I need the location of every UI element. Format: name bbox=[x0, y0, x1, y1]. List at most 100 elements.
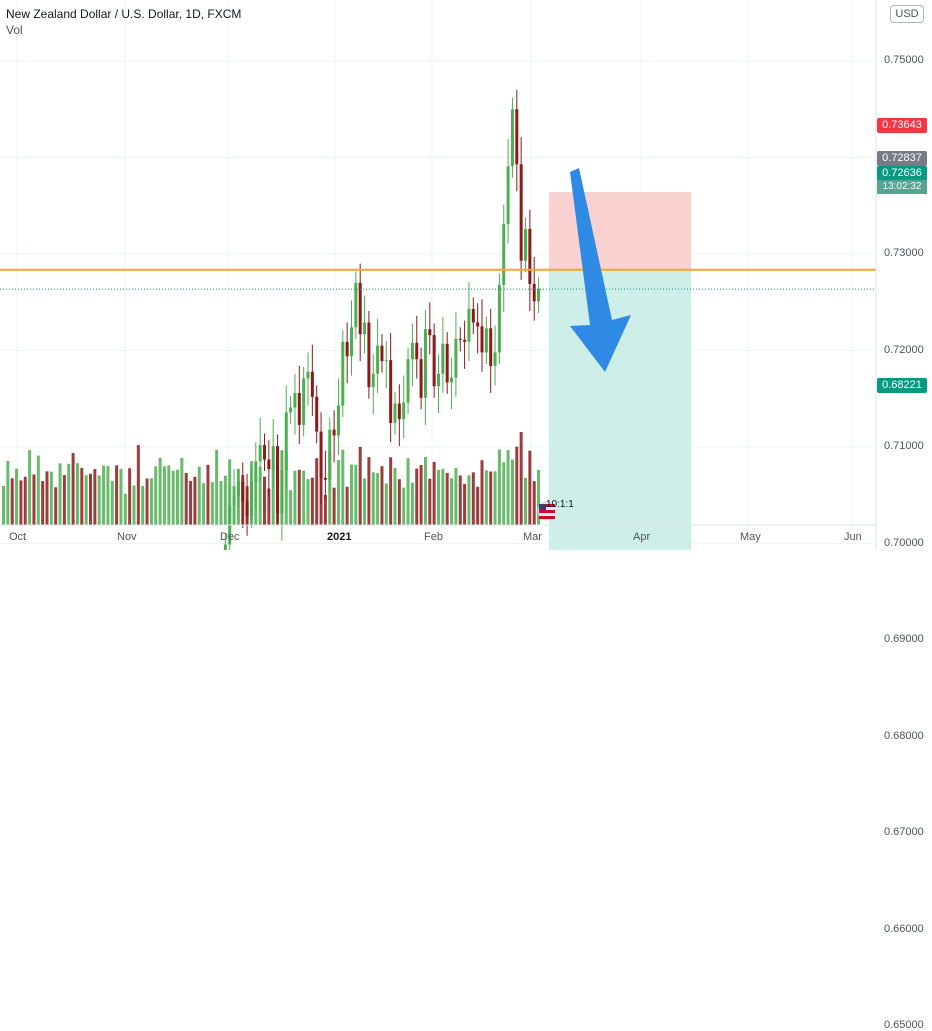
candle bbox=[358, 282, 362, 335]
volume-bar bbox=[93, 469, 97, 525]
price-axis-label: 0.65000 bbox=[884, 1019, 924, 1031]
volume-bar bbox=[445, 473, 449, 525]
volume-bar bbox=[415, 468, 419, 525]
volume-bar bbox=[384, 483, 388, 525]
volume-bars bbox=[2, 432, 541, 525]
volume-bar bbox=[389, 457, 393, 525]
candle bbox=[497, 284, 501, 353]
last-price-tag: 0.72636 bbox=[877, 166, 927, 181]
volume-bar bbox=[19, 480, 23, 525]
candle bbox=[441, 343, 445, 374]
volume-bar bbox=[10, 478, 14, 525]
take-profit-zone[interactable] bbox=[549, 269, 691, 550]
volume-bar bbox=[419, 465, 423, 525]
volume-bar bbox=[297, 469, 301, 525]
volume-bar bbox=[289, 490, 293, 525]
entry-price-tag: 0.72837 bbox=[877, 151, 927, 166]
volume-bar bbox=[167, 465, 171, 525]
candle bbox=[249, 481, 253, 517]
candle bbox=[437, 373, 440, 387]
volume-bar bbox=[45, 471, 49, 525]
volume-bar bbox=[450, 478, 454, 525]
volume-bar bbox=[193, 476, 197, 525]
volume-bar bbox=[345, 486, 349, 525]
volume-bar bbox=[393, 468, 397, 525]
candle bbox=[393, 403, 397, 423]
volume-bar bbox=[2, 486, 5, 525]
candle bbox=[458, 338, 462, 340]
candle bbox=[502, 224, 506, 285]
candle bbox=[415, 342, 419, 360]
candle bbox=[463, 339, 467, 342]
candle bbox=[315, 396, 319, 432]
volume-bar bbox=[532, 481, 536, 525]
down-arrow-drawing[interactable] bbox=[570, 168, 631, 372]
candle bbox=[336, 405, 340, 436]
volume-bar bbox=[202, 483, 206, 525]
candle bbox=[293, 392, 297, 408]
volume-bar bbox=[210, 482, 214, 525]
stop-loss-zone[interactable] bbox=[549, 191, 691, 270]
price-chart[interactable]: 10:1:1 bbox=[0, 0, 932, 550]
candle bbox=[319, 431, 323, 478]
volume-bar bbox=[363, 478, 367, 525]
volume-bar bbox=[62, 475, 66, 525]
candle bbox=[354, 282, 358, 328]
currency-button[interactable]: USD bbox=[890, 5, 924, 23]
volume-bar bbox=[197, 466, 201, 525]
candle bbox=[236, 481, 240, 497]
price-axis-label: 0.70000 bbox=[884, 536, 924, 549]
candle bbox=[267, 459, 271, 470]
volume-bar bbox=[476, 486, 480, 525]
volume-bar bbox=[36, 455, 40, 525]
candle bbox=[284, 412, 288, 471]
candle bbox=[450, 377, 454, 383]
volume-bar bbox=[215, 449, 219, 525]
candle bbox=[371, 373, 375, 388]
candle bbox=[271, 446, 275, 470]
candle bbox=[454, 338, 458, 378]
volume-bar bbox=[32, 474, 36, 525]
candle bbox=[515, 109, 519, 165]
volume-bar bbox=[371, 472, 375, 525]
candle bbox=[489, 328, 493, 366]
candle bbox=[528, 228, 532, 284]
volume-bar bbox=[263, 476, 266, 525]
candle bbox=[506, 166, 510, 225]
price-axis-label: 0.67000 bbox=[884, 826, 924, 838]
candle bbox=[471, 309, 475, 323]
volume-bar bbox=[49, 471, 53, 525]
volume-bar bbox=[162, 466, 166, 525]
volume-bar bbox=[323, 494, 327, 525]
volume-bar bbox=[80, 467, 84, 525]
candle bbox=[524, 228, 527, 261]
volume-bar bbox=[306, 479, 310, 525]
position-zones[interactable] bbox=[549, 191, 691, 550]
volume-bar bbox=[141, 486, 145, 525]
volume-bar bbox=[67, 463, 71, 525]
arrow-down-icon[interactable] bbox=[570, 168, 631, 372]
candle bbox=[332, 429, 336, 436]
volume-bar bbox=[341, 449, 345, 525]
volume-bar bbox=[467, 475, 471, 525]
candle bbox=[306, 371, 310, 379]
candles bbox=[223, 89, 541, 550]
volume-bar bbox=[119, 468, 123, 525]
volume-bar bbox=[154, 466, 158, 525]
volume-bar bbox=[358, 446, 362, 525]
volume-bar bbox=[89, 473, 92, 525]
candle bbox=[428, 329, 432, 336]
candle bbox=[419, 359, 423, 398]
volume-bar bbox=[184, 473, 188, 525]
volume-bar bbox=[441, 468, 445, 525]
volume-bar bbox=[493, 471, 497, 525]
volume-bar bbox=[28, 450, 32, 525]
candle bbox=[323, 477, 327, 480]
volume-bar bbox=[354, 464, 358, 525]
volume-bar bbox=[367, 457, 371, 525]
candle bbox=[223, 544, 227, 550]
volume-bar bbox=[115, 465, 119, 525]
volume-bar bbox=[423, 456, 427, 525]
volume-bar bbox=[336, 459, 340, 525]
